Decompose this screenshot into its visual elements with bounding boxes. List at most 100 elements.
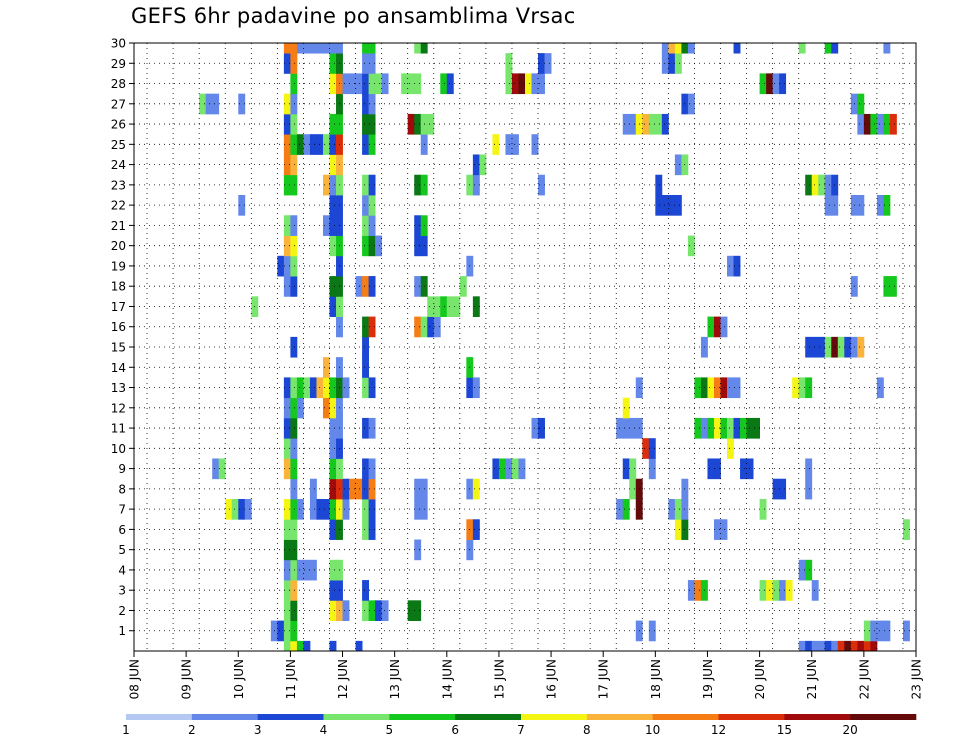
y-tick-label: 26 [111, 118, 126, 132]
heatmap-cell [805, 377, 813, 399]
heatmap-cell [479, 154, 487, 176]
y-tick-label: 8 [118, 482, 126, 496]
heatmap-cell [407, 113, 415, 135]
heatmap-cell [290, 397, 298, 419]
heatmap-cell [283, 255, 291, 277]
heatmap-cell [309, 499, 317, 520]
heatmap-cell [538, 53, 545, 74]
heatmap-cell [290, 215, 298, 236]
y-tick-label: 23 [111, 178, 126, 192]
heatmap-cell [329, 174, 337, 196]
heatmap-cell [362, 73, 369, 95]
heatmap-cell [342, 600, 350, 621]
heatmap-cell [283, 600, 291, 621]
heatmap-cell [362, 377, 369, 399]
heatmap-cell [805, 478, 813, 500]
heatmap-cell [505, 53, 513, 74]
heatmap-cell [433, 296, 441, 317]
heatmap-cell [336, 43, 343, 54]
heatmap-cell [290, 73, 298, 95]
heatmap-cell [362, 580, 369, 601]
heatmap-cell [414, 316, 422, 338]
x-tick-label: 18 JUN [649, 659, 663, 699]
x-tick-label: 21 JUN [805, 659, 819, 699]
heatmap-cell [707, 417, 715, 439]
heatmap-cell [713, 519, 721, 540]
heatmap-cell [381, 73, 389, 95]
colorbar-swatch [323, 714, 390, 720]
heatmap-cell [863, 640, 871, 652]
heatmap-cell [375, 600, 383, 621]
heatmap-cell [368, 174, 376, 196]
heatmap-cell [857, 336, 865, 358]
heatmap-cell [362, 174, 369, 196]
heatmap-cell [375, 73, 383, 95]
heatmap-cell [362, 113, 369, 135]
heatmap-cell [661, 53, 669, 74]
heatmap-cell [283, 519, 291, 540]
heatmap-cell [733, 43, 741, 54]
heatmap-cell [329, 215, 337, 236]
heatmap-cell [727, 377, 734, 399]
colorbar-label: 4 [320, 723, 328, 737]
heatmap-cell [746, 458, 754, 480]
heatmap-cell [759, 580, 767, 601]
heatmap-cell [772, 478, 780, 500]
heatmap-cell [674, 43, 682, 54]
heatmap-cell [427, 296, 435, 317]
heatmap-cell [290, 53, 298, 74]
heatmap-cell [713, 316, 721, 338]
heatmap-cell [290, 640, 298, 652]
heatmap-cell [368, 134, 376, 155]
x-tick-label: 13 JUN [388, 659, 402, 699]
heatmap-cell [720, 417, 728, 439]
heatmap-cell [362, 235, 369, 257]
heatmap-cell [368, 276, 376, 297]
heatmap-cell [309, 134, 317, 155]
heatmap-cell [655, 174, 663, 196]
x-tick-label: 19 JUN [701, 659, 715, 699]
colorbar-swatch [389, 714, 456, 720]
heatmap-cell [844, 336, 852, 358]
heatmap-cell [290, 458, 298, 480]
heatmap-cell [329, 43, 337, 54]
heatmap-cell [824, 195, 832, 216]
heatmap-cell [629, 113, 637, 135]
heatmap-cell [283, 53, 291, 74]
heatmap-cell [231, 499, 239, 520]
heatmap-cell [622, 417, 630, 439]
heatmap-cell [329, 195, 337, 216]
x-tick-label: 22 JUN [857, 659, 871, 699]
heatmap-cell [368, 417, 376, 439]
heatmap-cell [329, 640, 337, 652]
heatmap-cell [283, 559, 291, 581]
heatmap-cell [329, 134, 337, 155]
y-tick-label: 16 [111, 320, 126, 334]
heatmap-cell [283, 499, 291, 520]
heatmap-cell [283, 640, 291, 652]
heatmap-cell [420, 43, 428, 54]
heatmap-cell [303, 377, 311, 399]
heatmap-cell [283, 134, 291, 155]
heatmap-cell [518, 73, 526, 95]
colorbar-swatch [652, 714, 719, 720]
heatmap-cell [329, 458, 337, 480]
heatmap-cell [668, 499, 676, 520]
y-tick-label: 24 [111, 158, 126, 172]
heatmap-cell [525, 73, 532, 95]
heatmap-cell [805, 559, 813, 581]
heatmap-cell [446, 296, 454, 317]
heatmap-cell [818, 174, 826, 196]
heatmap-cell [362, 134, 369, 155]
heatmap-cell [414, 499, 422, 520]
heatmap-cell [414, 276, 422, 297]
heatmap-cell [368, 377, 376, 399]
heatmap-cell [759, 73, 767, 95]
y-tick-label: 30 [111, 37, 126, 51]
heatmap-cell [648, 113, 656, 135]
heatmap-cell [290, 93, 298, 115]
colorbar-legend: 1 2 3 4 5 6 7 8 10 12 15 20 [122, 714, 917, 737]
heatmap-cell [414, 235, 422, 257]
heatmap-cell [414, 478, 422, 500]
